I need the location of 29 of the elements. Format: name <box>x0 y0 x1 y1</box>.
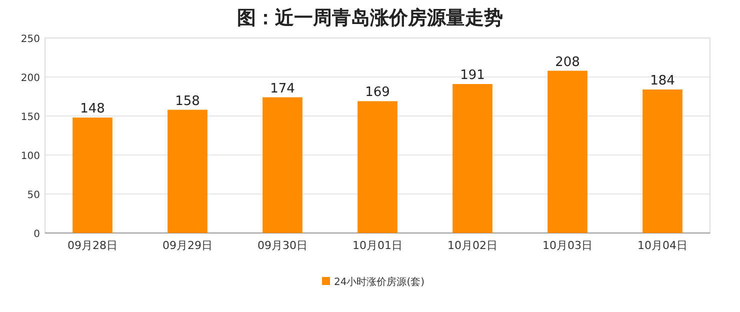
legend-label: 24小时涨价房源(套) <box>334 276 425 288</box>
chart-title: 图：近一周青岛涨价房源量走势 <box>237 7 503 29</box>
data-label: 158 <box>175 94 200 109</box>
x-tick-label: 10月03日 <box>542 239 592 252</box>
bar <box>168 110 208 233</box>
bar <box>452 84 492 233</box>
y-tick-label: 200 <box>20 73 40 84</box>
y-tick-label: 0 <box>34 229 40 240</box>
x-tick-label: 10月02日 <box>448 239 498 252</box>
bar <box>548 70 588 233</box>
x-tick-label: 10月01日 <box>352 239 402 252</box>
bar <box>72 118 112 233</box>
x-tick-label: 09月29日 <box>162 239 212 252</box>
bar <box>358 101 398 233</box>
y-tick-label: 50 <box>27 190 40 201</box>
data-label: 208 <box>555 54 580 70</box>
y-tick-label: 250 <box>20 34 40 45</box>
bar <box>642 89 682 233</box>
y-tick-label: 150 <box>20 112 40 123</box>
data-label: 148 <box>80 102 105 117</box>
data-label: 184 <box>650 73 675 88</box>
bar <box>262 97 302 233</box>
data-label: 169 <box>365 85 390 100</box>
x-tick-label: 09月28日 <box>68 239 118 252</box>
y-tick-label: 100 <box>20 151 40 162</box>
x-tick-label: 10月04日 <box>638 239 688 252</box>
data-label: 174 <box>270 81 295 96</box>
x-tick-label: 09月30日 <box>258 239 308 252</box>
data-label: 191 <box>460 68 485 84</box>
